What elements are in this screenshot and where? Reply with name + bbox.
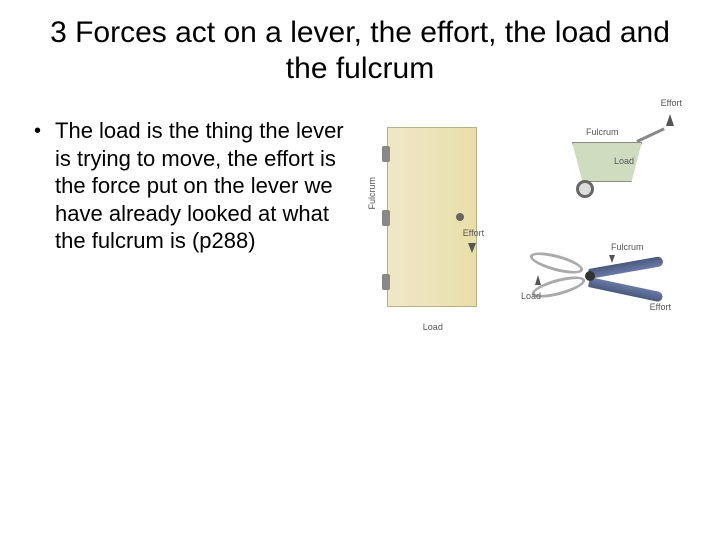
barrow-fulcrum-label: Fulcrum <box>586 127 619 137</box>
scissors-handle-top <box>528 248 585 278</box>
barrow-handle <box>636 127 664 142</box>
slide-title: 3 Forces act on a lever, the effort, the… <box>0 0 720 97</box>
scissors-blade-bottom <box>588 277 663 302</box>
door-hinge-mid <box>382 210 390 226</box>
door-hinge-top <box>382 146 390 162</box>
barrow-wheel <box>576 180 594 198</box>
bullet-marker: • <box>34 117 41 145</box>
door-load-label: Load <box>423 322 443 332</box>
scissors-pivot <box>585 271 595 281</box>
wheelbarrow-body: Effort Fulcrum Load <box>552 122 672 202</box>
bullet-item: • The load is the thing the lever is try… <box>30 117 347 255</box>
door-knob <box>456 213 464 221</box>
barrow-effort-label: Effort <box>661 98 682 108</box>
door-effort-label: Effort <box>463 228 484 238</box>
scissors-load-label: Load <box>521 291 541 301</box>
door-body: Effort <box>387 127 477 307</box>
bullet-text: The load is the thing the lever is tryin… <box>55 117 347 255</box>
wheelbarrow-diagram: Effort Fulcrum Load <box>552 122 672 202</box>
diagram-column: Fulcrum Effort Load Effort Fulcrum Load <box>367 117 677 397</box>
arrow-up-icon <box>666 114 674 126</box>
text-column: • The load is the thing the lever is try… <box>30 117 347 397</box>
door-diagram: Fulcrum Effort Load <box>387 127 477 307</box>
scissors-body: Fulcrum Load Effort <box>529 237 669 327</box>
scissors-diagram: Fulcrum Load Effort <box>529 237 669 327</box>
scissors-blade-top <box>588 256 664 279</box>
arrow-up-icon <box>535 275 541 285</box>
scissors-effort-label: Effort <box>650 302 671 312</box>
content-area: • The load is the thing the lever is try… <box>0 97 720 417</box>
arrow-down-icon <box>468 243 476 253</box>
door-fulcrum-label: Fulcrum <box>367 177 377 210</box>
arrow-down-icon <box>609 255 615 263</box>
scissors-fulcrum-label: Fulcrum <box>611 242 644 252</box>
door-hinge-bottom <box>382 274 390 290</box>
barrow-load-label: Load <box>614 156 634 166</box>
